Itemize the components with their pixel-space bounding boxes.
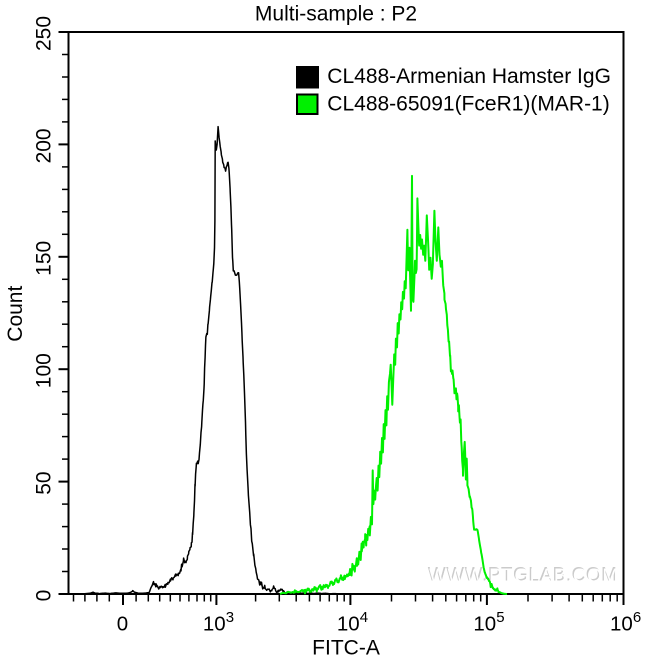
svg-text:100: 100: [33, 353, 56, 388]
svg-text:CL488-65091(FceR1)(MAR-1): CL488-65091(FceR1)(MAR-1): [327, 93, 609, 116]
svg-text:Count: Count: [4, 286, 27, 342]
svg-text:0: 0: [33, 590, 56, 602]
svg-text:150: 150: [33, 241, 56, 276]
svg-text:WWW.PTGLAB.COM: WWW.PTGLAB.COM: [428, 565, 618, 586]
svg-text:Multi-sample : P2: Multi-sample : P2: [255, 3, 417, 26]
svg-text:250: 250: [33, 16, 56, 51]
svg-text:CL488-Armenian Hamster IgG: CL488-Armenian Hamster IgG: [327, 65, 611, 88]
svg-text:WWW.PTGLAB.COM: WWW.PTGLAB.COM: [429, 566, 619, 587]
svg-text:200: 200: [33, 128, 56, 163]
svg-text:0: 0: [117, 613, 128, 636]
svg-text:106: 106: [610, 609, 641, 636]
svg-text:FITC-A: FITC-A: [312, 637, 380, 660]
svg-text:50: 50: [33, 471, 56, 494]
